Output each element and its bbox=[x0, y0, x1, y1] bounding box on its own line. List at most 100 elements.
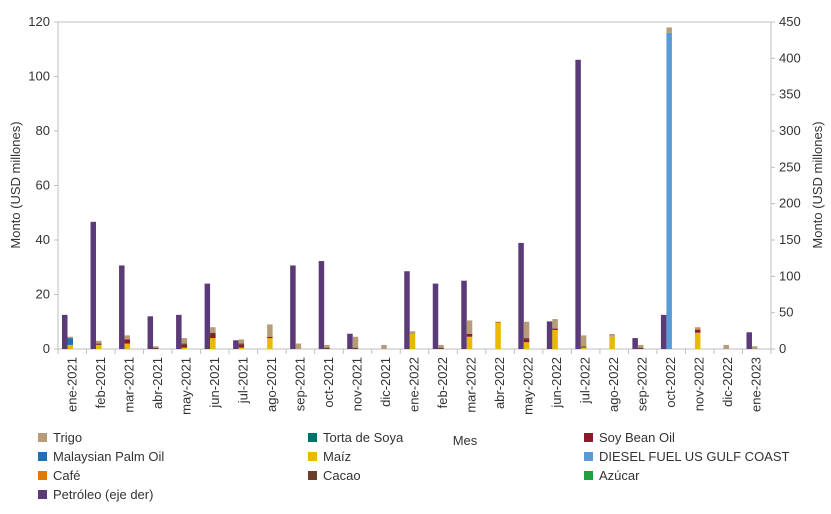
legend-item: DIESEL FUEL US GULF COAST bbox=[584, 449, 789, 464]
bar-segment bbox=[124, 343, 131, 349]
y-tick-label-left: 120 bbox=[28, 14, 50, 29]
legend-item: Cacao bbox=[308, 468, 361, 483]
bar-segment bbox=[580, 347, 587, 349]
legend-swatch bbox=[38, 433, 47, 443]
legend-label: DIESEL FUEL US GULF COAST bbox=[599, 449, 790, 464]
bar-segment bbox=[181, 344, 188, 348]
x-tick-label: may-2021 bbox=[178, 357, 193, 415]
bar-petroleo bbox=[233, 340, 239, 349]
bar-segment bbox=[523, 321, 530, 339]
bar-segment bbox=[67, 336, 73, 339]
bar-segment bbox=[238, 344, 245, 348]
y-tick-label-left: 100 bbox=[28, 69, 50, 84]
x-tick-label: nov-2022 bbox=[692, 357, 707, 411]
x-axis-title: Mes bbox=[453, 433, 478, 448]
bar-petroleo bbox=[290, 265, 296, 349]
bar-segment bbox=[666, 27, 672, 33]
bar-segment bbox=[409, 334, 416, 349]
bar-segment bbox=[609, 334, 615, 337]
y-tick-label-right: 200 bbox=[779, 196, 801, 211]
bar-segment bbox=[352, 347, 359, 349]
x-tick-label: ago-2022 bbox=[606, 357, 621, 412]
legend-label: Café bbox=[53, 468, 81, 483]
y-tick-label-right: 150 bbox=[779, 232, 801, 247]
y-tick-label-right: 300 bbox=[779, 123, 801, 138]
bar-segment bbox=[381, 344, 387, 349]
legend-item: Torta de Soya bbox=[308, 430, 403, 445]
legend-item: Azúcar bbox=[584, 468, 639, 483]
bar-segment bbox=[466, 334, 473, 337]
legend-swatch bbox=[38, 490, 47, 500]
bar-segment bbox=[352, 336, 359, 348]
x-tick-label: jun-2022 bbox=[549, 357, 564, 409]
bar-segment bbox=[324, 347, 330, 349]
legend-swatch bbox=[308, 471, 317, 481]
bar-segment bbox=[694, 329, 701, 333]
legend-item: Soy Bean Oil bbox=[584, 430, 675, 445]
legend-label: Soy Bean Oil bbox=[599, 430, 675, 445]
bar-segment bbox=[495, 321, 501, 324]
bar-petroleo bbox=[404, 271, 410, 349]
y-tick-label-right: 400 bbox=[779, 50, 801, 65]
bar-segment bbox=[124, 335, 131, 340]
bar-petroleo bbox=[62, 314, 68, 349]
x-tick-label: mar-2021 bbox=[121, 357, 136, 413]
bar-segment bbox=[637, 347, 644, 349]
x-tick-label: abr-2021 bbox=[150, 357, 165, 409]
x-tick-label: dic-2022 bbox=[720, 357, 735, 407]
bar-segment bbox=[552, 328, 558, 330]
y-tick-label-left: 0 bbox=[43, 341, 50, 356]
bar-segment bbox=[67, 344, 73, 349]
x-tick-label: mar-2022 bbox=[464, 357, 479, 413]
bar-segment bbox=[238, 343, 245, 345]
x-tick-label: may-2022 bbox=[521, 357, 536, 415]
x-tick-label: dic-2021 bbox=[378, 357, 393, 407]
bar-segment bbox=[124, 339, 131, 344]
bar-segment bbox=[96, 343, 102, 345]
bar-segment bbox=[580, 335, 587, 347]
x-tick-label: jun-2021 bbox=[207, 357, 222, 409]
legend-swatch bbox=[38, 471, 47, 481]
bar-segment bbox=[67, 338, 73, 345]
bar-segment bbox=[466, 336, 473, 349]
bar-segment bbox=[181, 343, 188, 345]
bar-segment bbox=[210, 338, 216, 349]
bar-petroleo bbox=[660, 314, 667, 349]
bar-segment bbox=[666, 32, 672, 350]
bar-segment bbox=[210, 332, 216, 335]
bar-segment bbox=[751, 346, 758, 349]
x-tick-label: feb-2021 bbox=[93, 357, 108, 408]
bar-segment bbox=[96, 340, 102, 344]
y-tick-label-right: 450 bbox=[779, 14, 801, 29]
bar-segment bbox=[295, 343, 302, 349]
bar-petroleo bbox=[204, 283, 211, 349]
bar-segment bbox=[96, 344, 102, 349]
bar-petroleo bbox=[632, 338, 638, 349]
bar-petroleo bbox=[746, 332, 752, 349]
bar-segment bbox=[409, 331, 416, 335]
y-tick-label-left: 20 bbox=[36, 287, 50, 302]
bar-segment bbox=[324, 344, 330, 348]
y-tick-label-right: 50 bbox=[779, 305, 793, 320]
x-tick-label: jul-2021 bbox=[235, 357, 250, 404]
bar-segment bbox=[523, 339, 530, 343]
legend-label: Azúcar bbox=[599, 468, 640, 483]
bar-segment bbox=[580, 346, 587, 348]
bar-segment bbox=[438, 344, 444, 348]
legend-label: Maíz bbox=[323, 449, 352, 464]
bar-segment bbox=[694, 332, 701, 349]
x-tick-label: oct-2021 bbox=[321, 357, 336, 408]
bar-segment bbox=[438, 347, 444, 349]
x-tick-label: oct-2022 bbox=[663, 357, 678, 408]
bar-petroleo bbox=[546, 321, 553, 349]
y-axis-title-right: Monto (USD millones) bbox=[810, 121, 825, 248]
legend-swatch bbox=[584, 452, 593, 462]
bar-segment bbox=[267, 338, 273, 349]
bar-petroleo bbox=[90, 221, 97, 349]
legend-item: Trigo bbox=[38, 430, 82, 445]
legend-swatch bbox=[308, 452, 317, 462]
y-tick-label-right: 350 bbox=[779, 87, 801, 102]
legend-swatch bbox=[584, 433, 593, 443]
legend-label: Petróleo (eje der) bbox=[53, 487, 154, 502]
